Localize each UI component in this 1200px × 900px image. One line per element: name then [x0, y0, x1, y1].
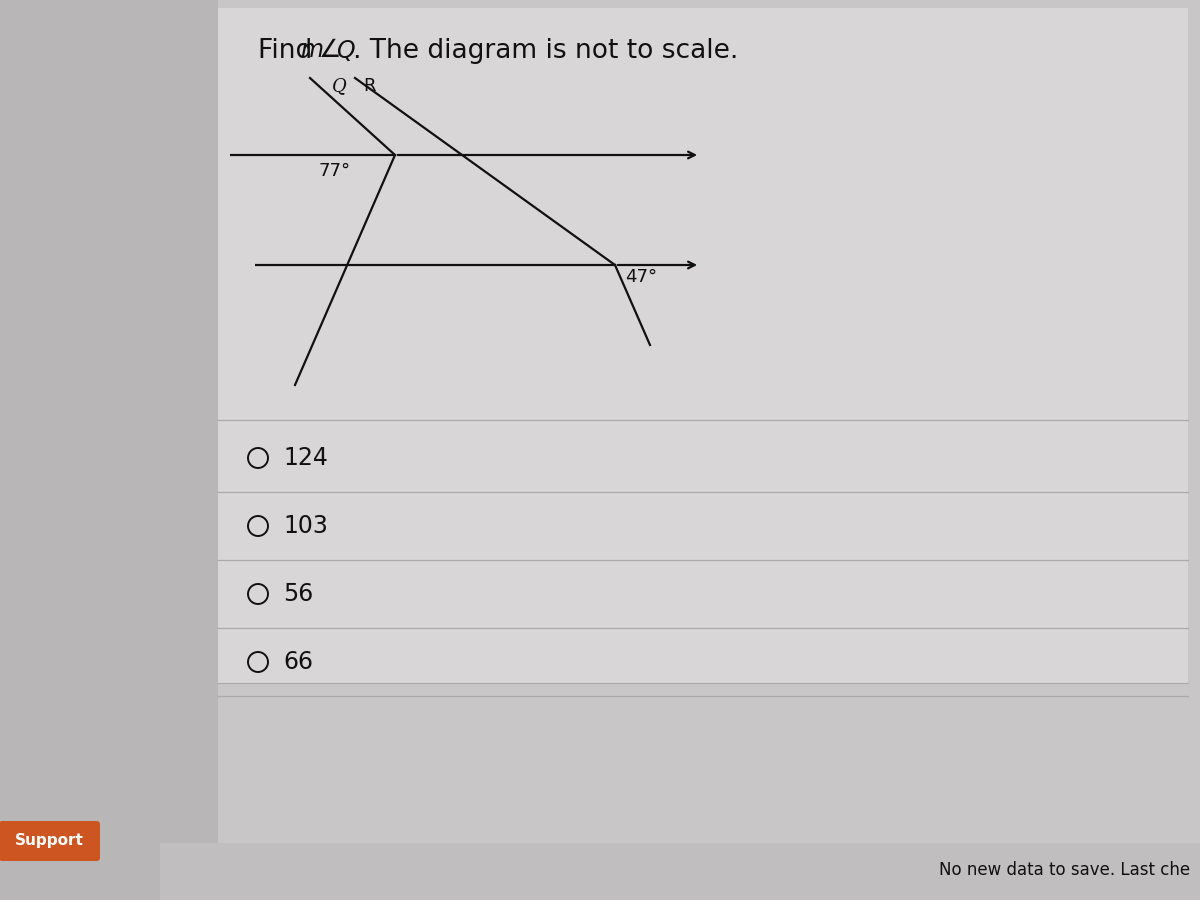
Text: 77°: 77°: [318, 162, 350, 180]
Text: Support: Support: [16, 833, 84, 849]
Text: $m$: $m$: [300, 38, 324, 62]
Text: . The diagram is not to scale.: . The diagram is not to scale.: [353, 38, 738, 64]
Text: 56: 56: [283, 582, 313, 606]
Text: Find: Find: [258, 38, 320, 64]
Bar: [0, 0, 218, 900]
Text: Q: Q: [332, 77, 347, 95]
Bar: [218, 683, 1188, 900]
Text: 103: 103: [283, 514, 328, 538]
Bar: [218, 8, 1188, 683]
Bar: [160, 843, 1200, 900]
Text: 47°: 47°: [625, 268, 658, 286]
Text: 66: 66: [283, 650, 313, 674]
Text: R: R: [364, 77, 376, 95]
Text: $Q$: $Q$: [336, 38, 355, 63]
Text: 124: 124: [283, 446, 328, 470]
Text: $\angle$: $\angle$: [318, 38, 340, 62]
FancyBboxPatch shape: [0, 821, 100, 861]
Text: No new data to save. Last che: No new data to save. Last che: [938, 861, 1190, 879]
